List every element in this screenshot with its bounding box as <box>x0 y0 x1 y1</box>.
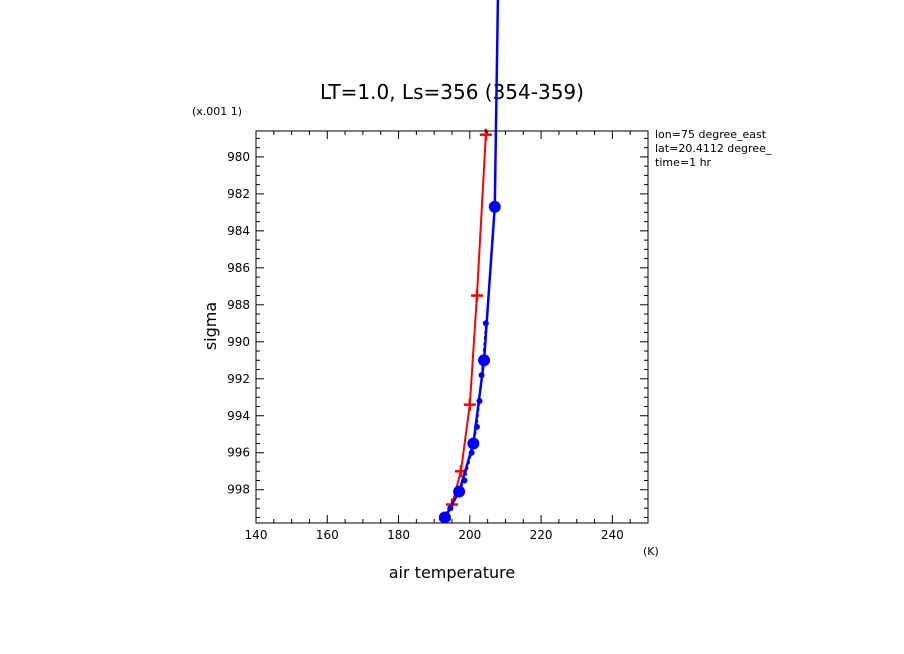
y-tick-label: 986 <box>227 261 250 275</box>
y-axis-label: sigma <box>201 302 220 350</box>
data-point-circle <box>467 437 480 450</box>
annotation-time: time=1 hr <box>655 156 712 169</box>
x-tick-label: 160 <box>316 528 339 542</box>
x-axis-label: air temperature <box>389 563 515 582</box>
annotation-lat: lat=20.4112 degree_ <box>655 142 772 155</box>
series-line-0 <box>443 134 487 520</box>
y-axis-ticks: 980 982 984 986 988 990 992 994 996 998 <box>227 137 648 518</box>
x-tick-label: 240 <box>601 528 624 542</box>
y-tick-label: 988 <box>227 298 250 312</box>
data-point-plus <box>470 289 483 302</box>
y-tick-label: 984 <box>227 224 250 238</box>
y-tick-label: 998 <box>227 483 250 497</box>
data-point-dot <box>447 505 454 512</box>
x-tick-label: 220 <box>530 528 553 542</box>
y-tick-label: 992 <box>227 372 250 386</box>
data-point-dot <box>468 449 475 456</box>
x-unit-label: (K) <box>643 545 659 558</box>
data-point-dot <box>482 320 489 327</box>
y-scale-label: (x.001 1) <box>192 105 242 118</box>
plot-frame <box>255 130 649 524</box>
data-point-circle <box>488 200 501 213</box>
y-tick-label: 994 <box>227 409 250 423</box>
x-tick-label: 140 <box>245 528 268 542</box>
data-point-plus <box>463 398 476 411</box>
data-point-dot <box>476 397 483 404</box>
y-tick-label: 990 <box>227 335 250 349</box>
y-tick-label: 980 <box>227 150 250 164</box>
x-tick-label: 200 <box>458 528 481 542</box>
data-point-dot <box>478 372 485 379</box>
y-tick-label: 982 <box>227 187 250 201</box>
data-point-dot <box>461 477 468 484</box>
data-point-plus <box>479 128 492 141</box>
annotation-lon: lon=75 degree_east <box>655 128 767 141</box>
data-point-dot <box>473 423 480 430</box>
x-tick-label: 180 <box>387 528 410 542</box>
data-point-circle <box>438 511 451 523</box>
chart-title: LT=1.0, Ls=356 (354-359) <box>320 80 584 104</box>
x-axis-ticks: 140 160 180 200 220 240 <box>245 131 649 542</box>
data-point-circle <box>478 354 491 367</box>
series-layer <box>438 0 501 523</box>
y-tick-label: 996 <box>227 446 250 460</box>
